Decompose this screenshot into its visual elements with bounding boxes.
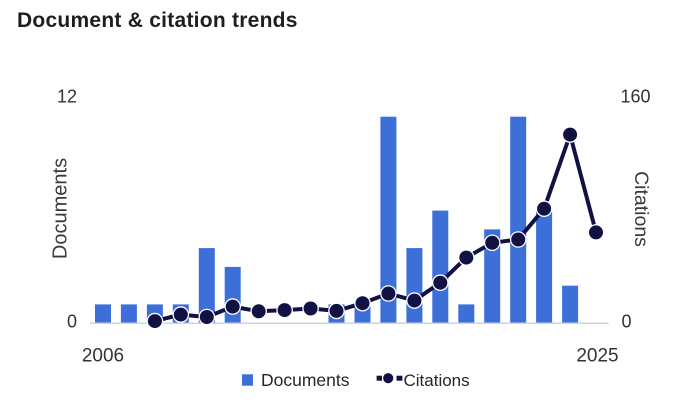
svg-text:Citations: Citations [404,371,470,390]
svg-text:Citations: Citations [630,171,652,247]
svg-text:Documents: Documents [50,158,72,259]
svg-text:Documents: Documents [261,370,350,390]
svg-text:0: 0 [67,312,77,332]
svg-text:12: 12 [57,87,77,107]
svg-text:2006: 2006 [82,346,124,367]
svg-text:Document & citation trends: Document & citation trends [17,9,298,32]
svg-text:160: 160 [621,87,651,107]
svg-text:2025: 2025 [576,346,618,367]
svg-text:0: 0 [622,312,632,332]
